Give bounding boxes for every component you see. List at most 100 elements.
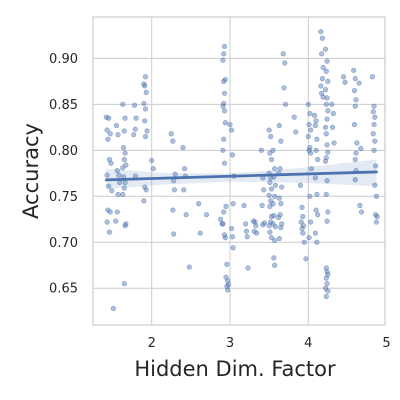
y-tick-label: 0.85 — [49, 98, 78, 113]
data-point — [307, 193, 313, 199]
data-point — [325, 108, 331, 114]
data-point — [218, 216, 224, 222]
y-tick-label: 0.80 — [49, 144, 78, 159]
data-point — [329, 101, 335, 107]
data-point — [322, 46, 329, 52]
data-point — [121, 128, 127, 134]
data-point — [312, 122, 318, 129]
data-point — [222, 120, 228, 126]
data-point — [131, 132, 137, 138]
data-point — [120, 165, 126, 171]
data-point — [120, 144, 127, 151]
data-point — [268, 156, 275, 163]
data-point — [225, 281, 232, 288]
data-point — [116, 172, 122, 178]
data-point — [352, 75, 358, 82]
y-tick-label: 0.75 — [49, 190, 78, 205]
data-point — [132, 126, 138, 132]
data-point — [230, 245, 236, 251]
data-point — [186, 264, 192, 270]
data-point — [323, 68, 329, 74]
y-axis-label: Accuracy — [19, 123, 43, 219]
data-point — [305, 133, 311, 140]
data-point — [352, 103, 358, 109]
data-point — [113, 122, 120, 129]
data-point — [270, 147, 276, 153]
data-point — [221, 51, 227, 57]
data-point — [330, 110, 336, 117]
data-point — [272, 237, 278, 244]
data-point — [168, 131, 174, 137]
data-point — [107, 209, 113, 215]
data-point — [324, 178, 330, 184]
data-point — [315, 156, 321, 163]
data-point — [329, 124, 336, 130]
regression-layer — [104, 170, 378, 182]
x-tick-label: 2 — [148, 336, 156, 351]
data-point — [278, 224, 284, 231]
data-point — [220, 103, 226, 109]
grid — [93, 17, 385, 325]
data-point — [142, 74, 149, 80]
data-point — [322, 87, 329, 93]
data-point — [272, 182, 279, 188]
data-point — [322, 124, 329, 130]
data-point — [313, 207, 319, 213]
data-point — [120, 101, 126, 107]
x-tick-labels: 2 3 4 5 — [148, 336, 391, 351]
data-point — [144, 128, 150, 134]
data-point — [115, 191, 121, 198]
data-point — [270, 201, 276, 207]
data-point — [277, 166, 283, 172]
data-point — [142, 133, 149, 140]
data-point — [109, 188, 115, 194]
data-point — [370, 131, 376, 137]
data-point — [342, 79, 348, 85]
plot-frame — [92, 16, 386, 326]
x-tick-label: 5 — [382, 336, 390, 351]
data-point — [228, 225, 235, 232]
data-point — [141, 100, 147, 107]
data-point — [314, 191, 320, 198]
data-point — [358, 145, 364, 152]
data-point — [120, 191, 126, 198]
data-point — [318, 51, 325, 57]
data-point — [299, 204, 305, 210]
data-point — [372, 114, 378, 120]
y-tick-label: 0.65 — [49, 282, 78, 297]
data-point — [373, 193, 379, 199]
data-point — [305, 101, 311, 107]
confidence-band — [106, 159, 377, 189]
data-point — [104, 172, 110, 178]
data-point — [270, 221, 276, 227]
data-point — [276, 122, 282, 129]
data-point — [325, 149, 331, 155]
data-point — [351, 87, 358, 94]
data-point — [281, 85, 287, 91]
data-point — [183, 212, 189, 218]
data-point — [370, 109, 376, 115]
data-point — [104, 219, 110, 225]
data-point — [300, 223, 307, 229]
data-point — [369, 74, 376, 80]
data-point — [322, 158, 329, 164]
data-point — [171, 187, 178, 193]
data-point — [260, 222, 266, 228]
data-point — [300, 230, 306, 236]
data-point — [351, 121, 358, 128]
confidence-band-layer — [106, 159, 377, 189]
data-point — [319, 75, 325, 82]
data-point — [220, 57, 226, 63]
data-point — [325, 78, 331, 84]
data-point — [323, 131, 329, 137]
data-point — [323, 101, 329, 107]
data-point — [268, 186, 275, 192]
data-point — [243, 228, 250, 234]
data-point — [323, 293, 329, 300]
data-point — [299, 225, 305, 232]
data-point — [323, 191, 329, 198]
data-point — [315, 212, 321, 218]
data-point — [268, 133, 274, 140]
data-point — [221, 78, 227, 84]
data-point — [221, 209, 227, 215]
